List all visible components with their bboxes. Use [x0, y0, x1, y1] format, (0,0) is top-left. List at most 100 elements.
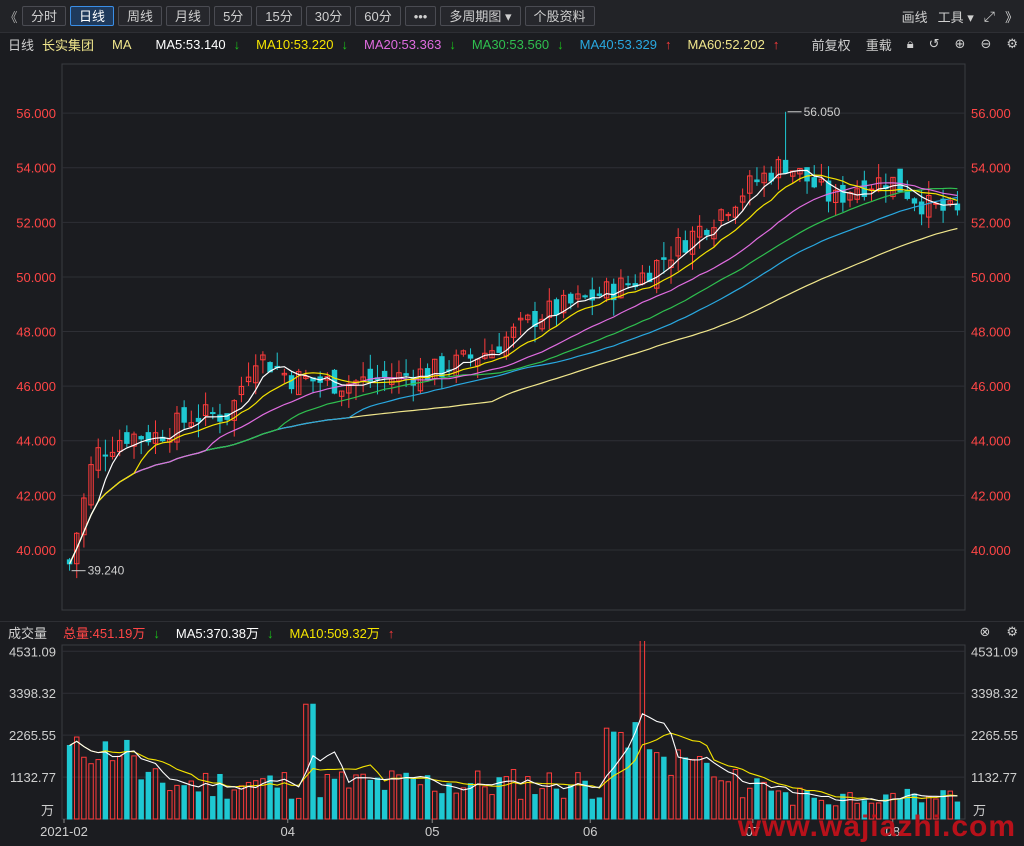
volume-bar — [653, 752, 660, 820]
candle-body — [596, 293, 603, 296]
price-tick-label-left: 40.000 — [16, 543, 56, 558]
candle-body — [210, 412, 216, 415]
volume-tick-label-right: 1132.77 — [971, 770, 1017, 785]
volume-bar — [790, 804, 796, 820]
volume-bar — [417, 784, 424, 820]
chevron-down-icon: ▾ — [967, 9, 974, 25]
volume-bar — [467, 783, 474, 820]
volume-bar — [274, 787, 280, 820]
x-axis-label: 05 — [425, 824, 439, 839]
candle-body — [603, 281, 610, 299]
volume-bar — [74, 736, 80, 820]
undo-icon[interactable]: ↺ — [928, 36, 940, 51]
fullscreen-icon[interactable]: ⤢ — [983, 7, 995, 24]
ma20-line — [69, 182, 958, 565]
volume-bar — [446, 783, 452, 820]
volume-tick-label-left: 2265.55 — [9, 728, 56, 743]
arrow-down-icon: ↓ — [449, 36, 456, 52]
candle-body — [496, 346, 502, 353]
volume-bar — [918, 802, 925, 820]
stock-name: 长实集团 — [42, 37, 95, 53]
volume-chart[interactable]: 1132.77 1132.77 2265.55 2265.55 3398.32 3398.… — [0, 641, 1024, 846]
arrow-down-icon: ↓ — [341, 36, 348, 52]
volume-bar — [954, 801, 961, 820]
candle-body — [918, 201, 925, 215]
price-tick-label-left: 50.000 — [16, 270, 56, 285]
candle-body — [553, 299, 560, 316]
collapse-left-icon[interactable]: 《 — [4, 9, 18, 25]
volume-bar — [367, 779, 374, 820]
more-periods-button[interactable]: ••• — [404, 6, 437, 26]
tab-daily[interactable]: 日线 — [70, 6, 115, 26]
candle-body — [947, 200, 953, 205]
volume-bar — [568, 784, 574, 820]
candle-body — [653, 260, 660, 289]
volume-bar — [639, 641, 646, 820]
candle-body — [88, 464, 94, 506]
volume-bar — [832, 805, 839, 820]
arrow-down-icon: ↓ — [267, 625, 274, 641]
volume-bar — [747, 787, 753, 820]
tab-monthly[interactable]: 月线 — [166, 6, 211, 26]
x-axis-label: 04 — [281, 824, 295, 839]
toolbar-right: 画线 工具 ▾ ⤢ 》 — [902, 0, 1018, 32]
tab-intraday[interactable]: 分时 — [22, 6, 67, 26]
overlay-button[interactable]: 重载 — [865, 37, 892, 53]
volume-bar — [661, 756, 667, 820]
volume-tick-label-right: 2265.55 — [971, 728, 1018, 743]
candle-body — [138, 436, 144, 440]
volume-title: 成交量 — [8, 625, 48, 641]
adjust-mode-button[interactable]: 前复权 — [811, 37, 851, 53]
collapse-right-icon[interactable]: 》 — [1004, 9, 1018, 25]
tab-30min[interactable]: 30分 — [305, 6, 352, 26]
volume-bar — [775, 790, 782, 820]
volume-tick-label-left: 3398.32 — [9, 686, 56, 701]
low-annotation-label: 39.240 — [88, 564, 125, 578]
volume-bar — [281, 772, 288, 820]
volume-tick-label-left: 1132.77 — [10, 770, 56, 785]
volume-bar — [503, 776, 510, 820]
volume-total: 总量:451.19万 ↓ — [55, 623, 160, 642]
draw-button[interactable]: 画线 — [901, 9, 928, 25]
settings-icon[interactable]: ⚙ — [1006, 624, 1018, 639]
volume-bar — [195, 791, 202, 820]
candle-body — [782, 159, 789, 174]
tab-weekly[interactable]: 周线 — [118, 6, 163, 26]
price-chart[interactable]: 40.000 40.000 42.000 42.000 44.000 44.000 46.0… — [0, 56, 1024, 621]
volume-bar — [353, 774, 359, 820]
candle-body — [74, 532, 80, 565]
candle-body — [403, 373, 409, 376]
indicator-name[interactable]: MA — [112, 36, 132, 52]
tab-15min[interactable]: 15分 — [256, 6, 302, 26]
volume-tick-label-right: 3398.32 — [971, 686, 1018, 701]
volume-bar — [288, 798, 295, 820]
zoom-in-icon[interactable]: ⊕ — [954, 36, 966, 51]
volume-bar — [840, 793, 846, 820]
candle-body — [897, 168, 903, 192]
volume-bar — [374, 777, 381, 820]
candle-body — [754, 179, 760, 183]
candle-body — [689, 230, 696, 255]
volume-bar — [904, 788, 911, 820]
lock-icon[interactable]: 🔒︎ — [906, 36, 914, 51]
tab-5min[interactable]: 5分 — [214, 6, 253, 26]
tab-60min[interactable]: 60分 — [355, 6, 401, 26]
volume-ma10: MA10:509.32万 ↑ — [282, 623, 395, 642]
settings-icon[interactable]: ⚙ — [1006, 36, 1018, 51]
multi-period-dropdown[interactable]: 多周期图 ▾ — [440, 6, 521, 26]
candle-body — [288, 375, 295, 390]
candle-body — [732, 206, 739, 218]
price-tick-label-right: 42.000 — [971, 488, 1011, 503]
price-tick-label-left: 42.000 — [16, 488, 56, 503]
volume-bar — [718, 780, 724, 820]
close-icon[interactable]: ⊗ — [979, 624, 991, 639]
candle-body — [682, 240, 689, 253]
tools-dropdown[interactable]: 工具 ▾ — [938, 7, 974, 26]
volume-bar — [517, 798, 524, 820]
zoom-out-icon[interactable]: ⊖ — [980, 36, 992, 51]
candle-body — [539, 318, 545, 330]
volume-bar — [782, 792, 789, 820]
stock-info-button[interactable]: 个股资料 — [524, 6, 595, 26]
multi-period-label: 多周期图 — [449, 9, 502, 24]
candle-body — [303, 375, 309, 379]
